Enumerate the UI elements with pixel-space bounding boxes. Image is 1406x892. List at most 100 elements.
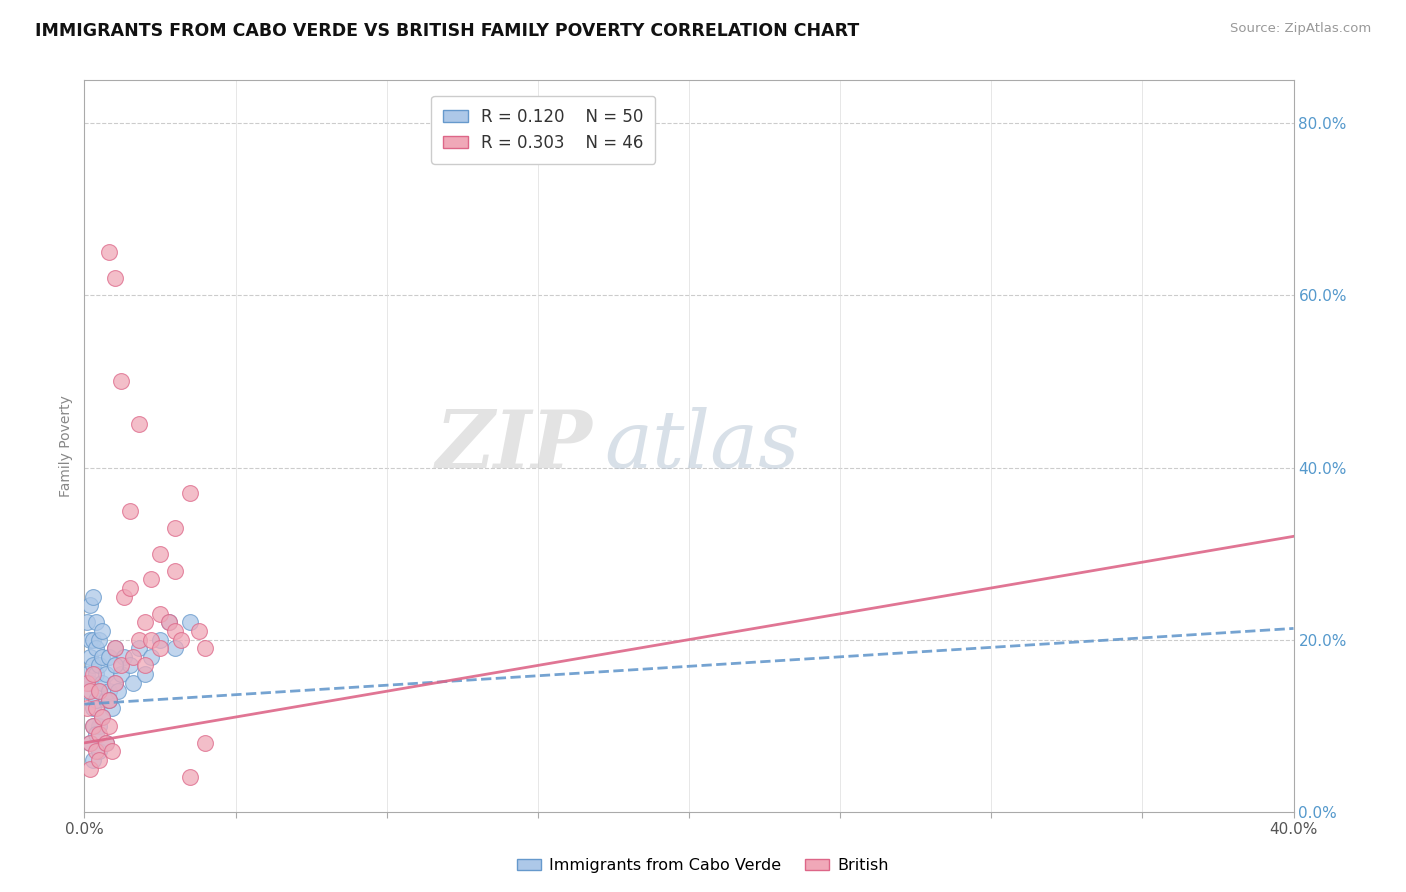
Y-axis label: Family Poverty: Family Poverty [59, 395, 73, 497]
Point [82, 667, 104, 681]
Point [100, 744, 122, 758]
Point [76, 615, 98, 630]
Point [94, 693, 117, 707]
Point [91, 710, 114, 724]
Point [188, 624, 211, 638]
Point [149, 547, 172, 561]
Point [97, 649, 120, 664]
Point [86, 693, 108, 707]
Point [89, 753, 111, 767]
Point [79, 736, 101, 750]
Point [79, 762, 101, 776]
Point [79, 632, 101, 647]
Point [110, 375, 132, 389]
Point [157, 615, 180, 630]
Point [91, 649, 114, 664]
Point [110, 658, 132, 673]
Point [118, 503, 141, 517]
Point [79, 598, 101, 612]
Legend: Immigrants from Cabo Verde, British: Immigrants from Cabo Verde, British [510, 852, 896, 880]
Point [89, 744, 111, 758]
Point [179, 770, 201, 784]
Point [76, 701, 98, 715]
Point [165, 624, 187, 638]
Point [149, 607, 172, 621]
Point [86, 641, 108, 656]
Point [89, 684, 111, 698]
Point [82, 701, 104, 715]
Point [194, 641, 217, 656]
Point [97, 693, 120, 707]
Point [97, 684, 120, 698]
Point [118, 581, 141, 595]
Point [79, 675, 101, 690]
Text: atlas: atlas [605, 408, 800, 484]
Point [79, 684, 101, 698]
Point [121, 649, 143, 664]
Point [94, 736, 117, 750]
Point [82, 753, 104, 767]
Point [82, 719, 104, 733]
Point [89, 719, 111, 733]
Point [165, 641, 187, 656]
Point [97, 719, 120, 733]
Point [104, 271, 127, 285]
Point [97, 245, 120, 260]
Point [139, 649, 162, 664]
Point [86, 615, 108, 630]
Point [157, 615, 180, 630]
Point [100, 701, 122, 715]
Point [76, 667, 98, 681]
Point [76, 675, 98, 690]
Point [170, 632, 193, 647]
Point [82, 632, 104, 647]
Point [128, 417, 150, 432]
Point [89, 632, 111, 647]
Point [110, 667, 132, 681]
Legend: R = 0.120    N = 50, R = 0.303    N = 46: R = 0.120 N = 50, R = 0.303 N = 46 [432, 96, 655, 163]
Point [165, 564, 187, 578]
Point [104, 675, 127, 690]
Point [139, 632, 162, 647]
Point [82, 658, 104, 673]
Point [118, 658, 141, 673]
Point [179, 615, 201, 630]
Point [165, 521, 187, 535]
Point [94, 736, 117, 750]
Point [91, 624, 114, 638]
Point [79, 736, 101, 750]
Point [89, 658, 111, 673]
Point [149, 632, 172, 647]
Point [91, 675, 114, 690]
Point [94, 667, 117, 681]
Text: Source: ZipAtlas.com: Source: ZipAtlas.com [1230, 22, 1371, 36]
Point [89, 684, 111, 698]
Point [82, 719, 104, 733]
Point [97, 693, 120, 707]
Text: IMMIGRANTS FROM CABO VERDE VS BRITISH FAMILY POVERTY CORRELATION CHART: IMMIGRANTS FROM CABO VERDE VS BRITISH FA… [35, 22, 859, 40]
Point [112, 590, 135, 604]
Point [86, 727, 108, 741]
Point [112, 649, 135, 664]
Point [179, 486, 201, 500]
Point [86, 701, 108, 715]
Point [89, 727, 111, 741]
Point [86, 744, 108, 758]
Point [134, 658, 156, 673]
Point [104, 641, 127, 656]
Point [121, 675, 143, 690]
Point [91, 710, 114, 724]
Point [86, 667, 108, 681]
Point [134, 615, 156, 630]
Point [128, 632, 150, 647]
Point [128, 641, 150, 656]
Point [107, 684, 129, 698]
Point [194, 736, 217, 750]
Point [104, 658, 127, 673]
Point [76, 684, 98, 698]
Point [79, 649, 101, 664]
Point [139, 573, 162, 587]
Text: ZIP: ZIP [436, 408, 592, 484]
Point [104, 675, 127, 690]
Point [82, 590, 104, 604]
